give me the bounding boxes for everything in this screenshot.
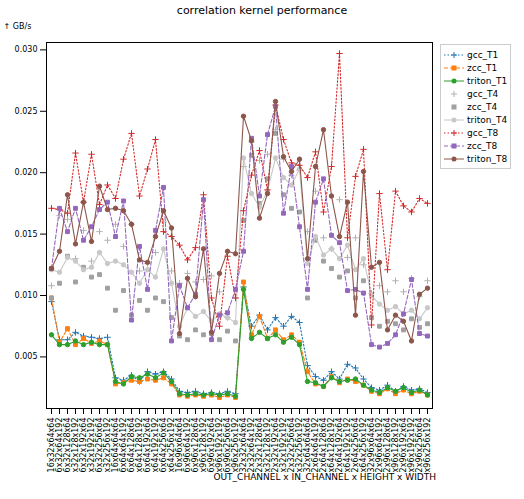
html-text:gcc_T4: gcc_T4: [467, 88, 499, 99]
svg-text:0.025: 0.025: [15, 107, 38, 116]
html-text:OUT_CHANNEL x IN_CHANNEL x HEI: OUT_CHANNEL x IN_CHANNEL x HEIGHT x WIDT…: [213, 472, 436, 482]
svg-text:0.020: 0.020: [15, 168, 38, 177]
html-text:zcc_T8: zcc_T8: [467, 140, 498, 151]
html-text:zcc_T4: zcc_T4: [467, 101, 498, 112]
html-text:gcc_T8: gcc_T8: [467, 127, 499, 138]
svg-text:32x96x256x192: 32x96x256x192: [423, 418, 432, 473]
html-text:triton_T4: triton_T4: [467, 114, 508, 125]
html-text:triton_T8: triton_T8: [467, 153, 508, 164]
html-text:correlation kernel performance: correlation kernel performance: [176, 4, 348, 17]
svg-text:0.030: 0.030: [15, 45, 38, 54]
html-text:gcc_T1: gcc_T1: [467, 49, 499, 60]
svg-text:0.010: 0.010: [15, 291, 38, 300]
svg-text:0.005: 0.005: [15, 352, 38, 361]
svg-text:0.015: 0.015: [15, 230, 38, 239]
html-text:triton_T1: triton_T1: [467, 75, 508, 86]
html-text:zcc_T1: zcc_T1: [467, 62, 498, 73]
svg-text:↑ GB/s: ↑ GB/s: [4, 22, 32, 31]
